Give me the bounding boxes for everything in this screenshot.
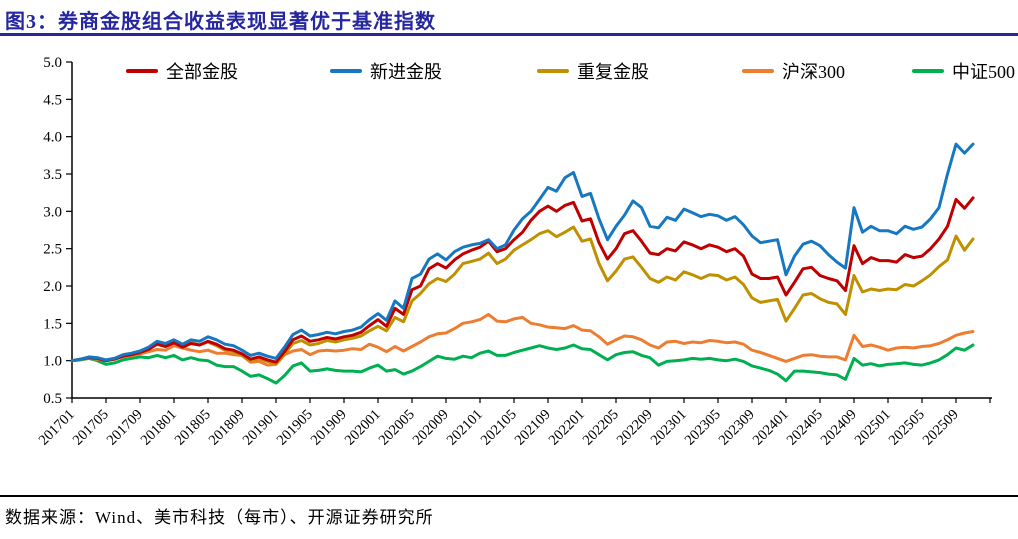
legend-line-swatch-green [912, 69, 944, 73]
legend-item-hs300: 沪深300 [742, 59, 845, 83]
series-line-3 [70, 312, 975, 367]
x-tick-label: 201809 [206, 407, 248, 449]
y-tick-label: 2.0 [43, 279, 62, 295]
y-tick-label: 3.0 [43, 204, 62, 220]
x-tick-label: 202505 [886, 407, 928, 449]
legend-label: 新进金股 [370, 62, 442, 82]
x-tick-label: 202305 [682, 407, 724, 449]
x-tick-label: 202209 [614, 407, 656, 449]
y-tick-label: 4.5 [43, 92, 62, 108]
x-tick-label: 202101 [444, 407, 486, 449]
axes [71, 62, 992, 399]
x-tick-label: 202005 [376, 407, 418, 449]
x-tick-label: 201805 [172, 407, 214, 449]
y-tick-label: 4.0 [43, 130, 62, 146]
y-tick-label: 2.5 [43, 242, 62, 258]
legend-item-all-gold-stocks: 全部金股 [126, 59, 238, 83]
title-divider [0, 33, 1018, 36]
x-tick-label: 202105 [478, 407, 520, 449]
legend-label: 沪深300 [782, 62, 845, 82]
y-tick-label: 0.5 [43, 391, 62, 407]
x-tick-label: 202001 [342, 407, 384, 449]
series-line-4 [70, 343, 975, 385]
x-tick-label: 201901 [240, 407, 282, 449]
legend-label: 重复金股 [577, 62, 649, 82]
x-tick-label: 202509 [920, 407, 962, 449]
x-tick-label: 202405 [784, 407, 826, 449]
legend-label: 全部金股 [166, 62, 238, 82]
x-tick-label: 202409 [818, 407, 860, 449]
x-tick-label: 201705 [70, 407, 112, 449]
series-line-0 [70, 196, 975, 364]
x-tick-label: 202201 [546, 407, 588, 449]
x-tick-label: 201709 [104, 407, 146, 449]
y-tick-label: 1.5 [43, 316, 62, 332]
legend-item-csi500: 中证500 [912, 59, 1015, 83]
x-tick-label: 201701 [36, 407, 78, 449]
chart-legend: 全部金股 新进金股 重复金股 沪深300 中证500 [0, 59, 1018, 83]
x-tick-label: 201801 [138, 407, 180, 449]
y-tick-label: 1.0 [43, 354, 62, 370]
x-tick-label: 202109 [512, 407, 554, 449]
y-tick-label: 3.5 [43, 167, 62, 183]
figure-title: 图3：券商金股组合收益表现显著优于基准指数 [5, 11, 436, 33]
legend-label: 中证500 [952, 62, 1015, 82]
legend-line-swatch-blue [330, 69, 362, 73]
legend-item-repeat-gold-stocks: 重复金股 [537, 59, 649, 83]
x-tick-label: 202009 [410, 407, 452, 449]
legend-line-swatch-yellow [537, 69, 569, 73]
x-tick-label: 202401 [750, 407, 792, 449]
x-tick-label: 202205 [580, 407, 622, 449]
y-axis-ticks: 0.5 1.0 1.5 2.0 2.5 3.0 3.5 4.0 4.5 5.0 [43, 55, 72, 407]
series-line-1 [70, 142, 975, 363]
legend-item-new-gold-stocks: 新进金股 [330, 59, 442, 83]
footer-divider [0, 495, 1018, 497]
data-source: 数据来源：Wind、美市科技（每市）、开源证券研究所 [5, 508, 434, 527]
x-tick-label: 202309 [716, 407, 758, 449]
legend-line-swatch-red [126, 69, 158, 73]
x-tick-label: 202301 [648, 407, 690, 449]
x-tick-label: 201909 [308, 407, 350, 449]
x-tick-label: 202501 [852, 407, 894, 449]
x-tick-label: 201905 [274, 407, 316, 449]
y-tick-label: 5.0 [43, 55, 62, 71]
legend-line-swatch-orange [742, 69, 774, 73]
x-axis-ticks: 2017012017052017092018012018052018092019… [36, 398, 991, 449]
